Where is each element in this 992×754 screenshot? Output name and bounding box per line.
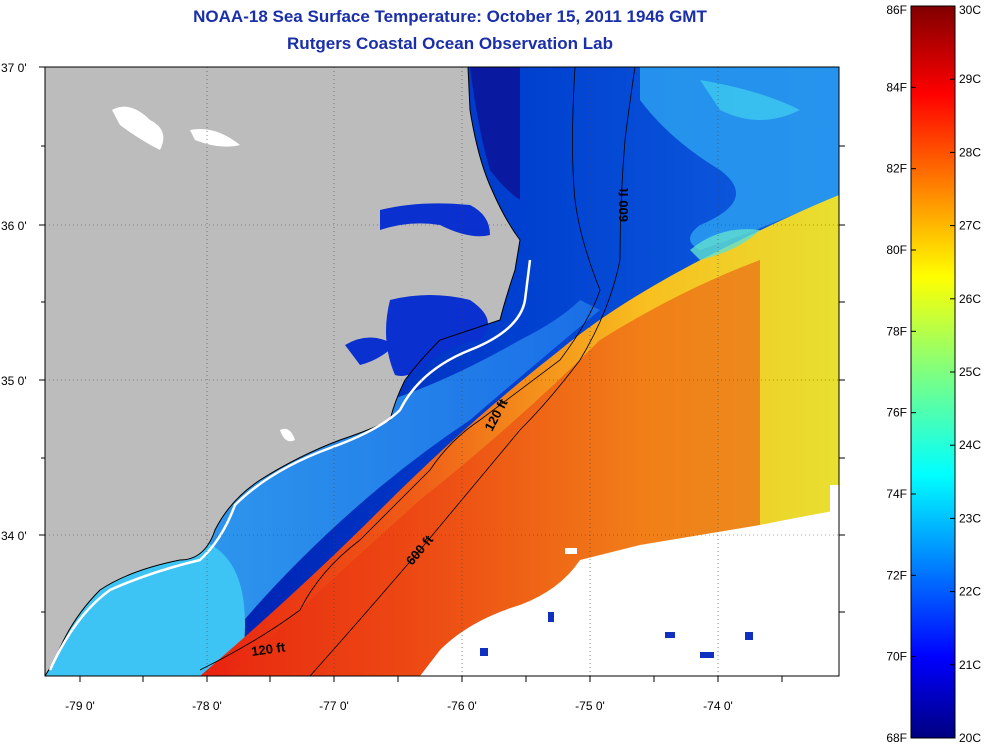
lat-label-34: 34 0'	[1, 529, 27, 543]
contour-label-120ft-south: 120 ft	[250, 639, 286, 659]
colorbar-c-label: 20C	[959, 731, 981, 745]
colorbar: 86F 84F 82F 80F 78F 76F 74F 72F 70F 68F 30C 29C 28C…	[886, 3, 981, 745]
colorbar-f-label: 84F	[886, 80, 907, 94]
map-subtitle: Rutgers Coastal Ocean Observation Lab	[287, 34, 613, 53]
colorbar-f-label: 80F	[886, 243, 907, 257]
lon-label-79: -79 0'	[65, 699, 95, 713]
colorbar-c-label: 28C	[959, 145, 981, 159]
lat-label-36: 36 0'	[1, 219, 27, 233]
map-plot-area	[45, 67, 839, 676]
colorbar-gradient	[910, 5, 956, 739]
map-title: NOAA-18 Sea Surface Temperature: October…	[193, 7, 707, 26]
colorbar-c-label: 23C	[959, 511, 981, 525]
colorbar-f-label: 74F	[886, 487, 907, 501]
colorbar-f-label: 78F	[886, 324, 907, 338]
colorbar-c-label: 25C	[959, 365, 981, 379]
lon-label-76: -76 0'	[447, 699, 477, 713]
colorbar-c-label: 29C	[959, 72, 981, 86]
colorbar-f-label: 70F	[886, 650, 907, 664]
contour-120ft	[199, 67, 601, 671]
colorbar-c-label: 22C	[959, 585, 981, 599]
colorbar-f-label: 68F	[886, 731, 907, 745]
lon-label-77: -77 0'	[319, 699, 349, 713]
colorbar-f-label: 72F	[886, 568, 907, 582]
colorbar-c-label: 26C	[959, 292, 981, 306]
cloud-mask	[420, 510, 839, 676]
colorbar-c-label: 24C	[959, 438, 981, 452]
colorbar-f-label: 86F	[886, 3, 907, 17]
lon-label-78: -78 0'	[192, 699, 222, 713]
colorbar-c-label: 27C	[959, 219, 981, 233]
lon-label-75: -75 0'	[575, 699, 605, 713]
lat-label-37: 37 0'	[1, 61, 27, 75]
lon-label-74: -74 0'	[703, 699, 733, 713]
lat-label-35: 35 0'	[1, 374, 27, 388]
contour-600ft	[309, 67, 636, 676]
colorbar-f-label: 76F	[886, 406, 907, 420]
colorbar-c-label: 30C	[959, 3, 981, 17]
colorbar-f-label: 82F	[886, 162, 907, 176]
contour-label-600ft-north: 600 ft	[616, 187, 631, 222]
colorbar-c-label: 21C	[959, 658, 981, 672]
